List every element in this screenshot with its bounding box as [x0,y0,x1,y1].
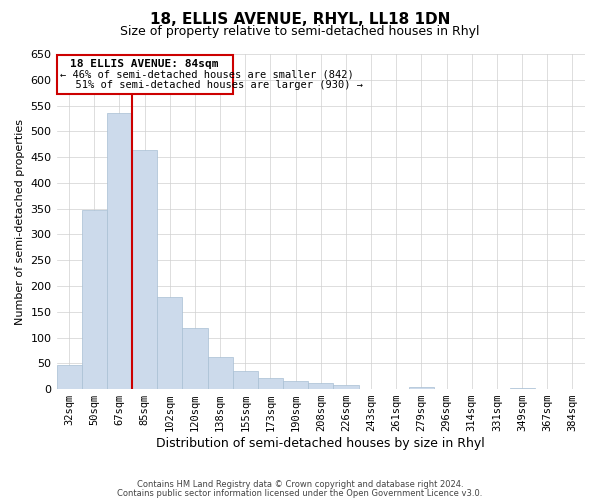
Bar [334,385,359,389]
Bar [283,382,308,389]
X-axis label: Distribution of semi-detached houses by size in Rhyl: Distribution of semi-detached houses by … [157,437,485,450]
Bar [509,388,535,389]
Bar [308,383,334,389]
Bar [132,150,157,389]
Bar [82,210,107,389]
Y-axis label: Number of semi-detached properties: Number of semi-detached properties [15,118,25,324]
Bar [233,371,258,389]
Text: 18 ELLIS AVENUE: 84sqm: 18 ELLIS AVENUE: 84sqm [70,60,219,70]
Text: 18, ELLIS AVENUE, RHYL, LL18 1DN: 18, ELLIS AVENUE, RHYL, LL18 1DN [150,12,450,28]
Text: ← 46% of semi-detached houses are smaller (842): ← 46% of semi-detached houses are smalle… [61,70,354,80]
Bar [409,386,434,389]
Bar [56,365,82,389]
Bar [107,114,132,389]
Text: 51% of semi-detached houses are larger (930) →: 51% of semi-detached houses are larger (… [63,80,363,90]
FancyBboxPatch shape [56,55,233,94]
Bar [157,298,182,389]
Text: Contains HM Land Registry data © Crown copyright and database right 2024.: Contains HM Land Registry data © Crown c… [137,480,463,489]
Bar [182,328,208,389]
Text: Size of property relative to semi-detached houses in Rhyl: Size of property relative to semi-detach… [120,25,480,38]
Text: Contains public sector information licensed under the Open Government Licence v3: Contains public sector information licen… [118,488,482,498]
Bar [208,357,233,389]
Bar [258,378,283,389]
